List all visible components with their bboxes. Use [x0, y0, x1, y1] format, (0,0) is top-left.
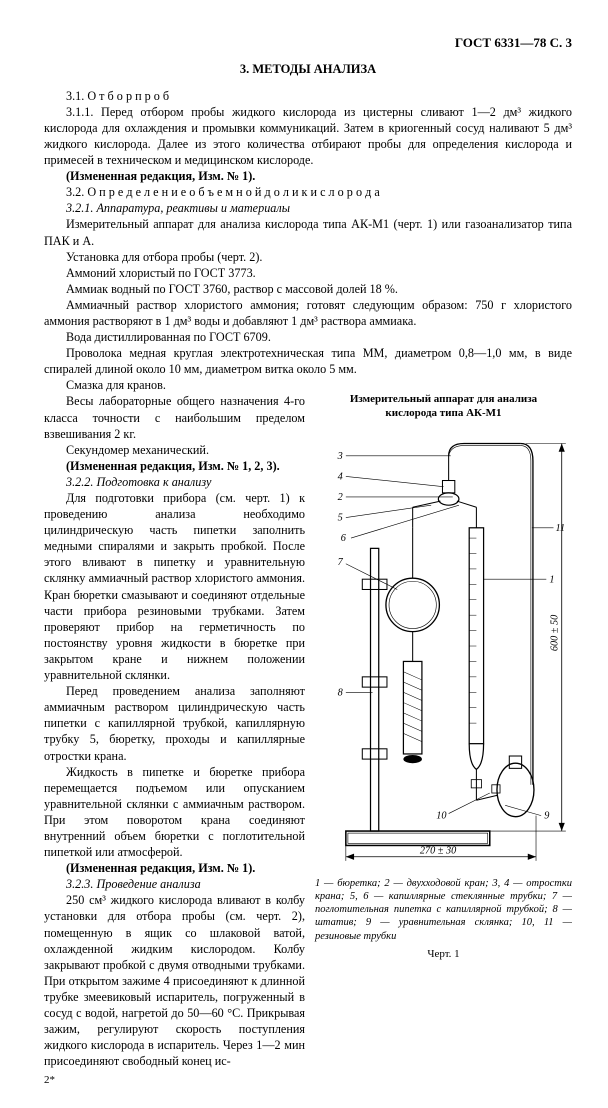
svg-text:7: 7	[338, 557, 344, 568]
revision-note-123: (Измененная редакция, Изм. № 1, 2, 3).	[44, 458, 305, 474]
revision-note-2: (Измененная редакция, Изм. № 1).	[44, 860, 305, 876]
svg-text:11: 11	[556, 523, 566, 534]
clause-3-2-2: 3.2.2. Подготовка к анализу	[44, 474, 305, 490]
paragraph-analysis: 250 см³ жидкого кислорода вливают в колб…	[44, 892, 305, 1069]
clause-3-2: 3.2. О п р е д е л е н и е о б ъ е м н о…	[44, 184, 572, 200]
paragraph-stopwatch: Секундомер механический.	[44, 442, 305, 458]
two-column-region: Весы лабораторные общего назначения 4-го…	[44, 393, 572, 1087]
paragraph-prep-2: Перед проведением анализа заполняют амми…	[44, 683, 305, 763]
paragraph-ammonia-solution: Аммиачный раствор хлористого аммония; го…	[44, 297, 572, 329]
right-column: Измерительный аппарат для анализа кислор…	[315, 393, 572, 961]
page: ГОСТ 6331—78 С. 3 3. МЕТОДЫ АНАЛИЗА 3.1.…	[0, 0, 608, 1108]
clause-3-2-1: 3.2.1. Аппаратура, реактивы и материалы	[44, 200, 572, 216]
clause-3-2-3: 3.2.3. Проведение анализа	[44, 876, 305, 892]
paragraph-prep-3: Жидкость в пипетке и бюретке прибора пер…	[44, 764, 305, 861]
dim-horizontal: 270 ± 30	[420, 846, 456, 857]
left-column: Весы лабораторные общего назначения 4-го…	[44, 393, 305, 1087]
paragraph-grease: Смазка для кранов.	[44, 377, 572, 393]
revision-note-1: (Измененная редакция, Изм. № 1).	[44, 168, 572, 184]
dim-vertical: 600 ± 50	[550, 615, 561, 651]
section-title: 3. МЕТОДЫ АНАЛИЗА	[44, 61, 572, 78]
paragraph-prep-1: Для подготовки прибора (см. черт. 1) к п…	[44, 490, 305, 683]
svg-text:8: 8	[338, 687, 344, 698]
sheet-mark: 2*	[44, 1073, 305, 1088]
figure-drawing: 3 4 2 5 6 7 8 9 10	[315, 425, 572, 871]
svg-text:1: 1	[549, 574, 554, 585]
paragraph-scales: Весы лабораторные общего назначения 4-го…	[44, 393, 305, 441]
clause-3-1: 3.1. О т б о р п р о б	[44, 88, 572, 104]
svg-text:9: 9	[544, 811, 549, 822]
figure-title-line2: кислорода типа АК-М1	[385, 407, 501, 419]
svg-text:6: 6	[341, 533, 347, 544]
svg-text:2: 2	[338, 492, 343, 503]
svg-text:5: 5	[338, 513, 343, 524]
paragraph-water: Вода дистиллированная по ГОСТ 6709.	[44, 329, 572, 345]
paragraph-apparatus: Измерительный аппарат для анализа кислор…	[44, 216, 572, 248]
paragraph-ammonia-water: Аммиак водный по ГОСТ 3760, раствор с ма…	[44, 281, 572, 297]
clause-3-1-1: 3.1.1. Перед отбором пробы жидкого кисло…	[44, 104, 572, 168]
svg-text:10: 10	[436, 811, 446, 822]
paragraph-installation: Установка для отбора пробы (черт. 2).	[44, 249, 572, 265]
apparatus-svg: 3 4 2 5 6 7 8 9 10	[315, 425, 572, 867]
figure-label: Черт. 1	[315, 947, 572, 962]
figure-title: Измерительный аппарат для анализа кислор…	[315, 393, 572, 421]
figure-caption: 1 — бюретка; 2 — двухходовой кран; 3, 4 …	[315, 877, 572, 943]
header-standard-code: ГОСТ 6331—78 С. 3	[44, 34, 572, 51]
svg-text:4: 4	[338, 471, 343, 482]
svg-text:3: 3	[337, 451, 343, 462]
figure-title-line1: Измерительный аппарат для анализа	[350, 393, 537, 405]
paragraph-ammonium-chloride: Аммоний хлористый по ГОСТ 3773.	[44, 265, 572, 281]
paragraph-wire: Проволока медная круглая электротехничес…	[44, 345, 572, 377]
